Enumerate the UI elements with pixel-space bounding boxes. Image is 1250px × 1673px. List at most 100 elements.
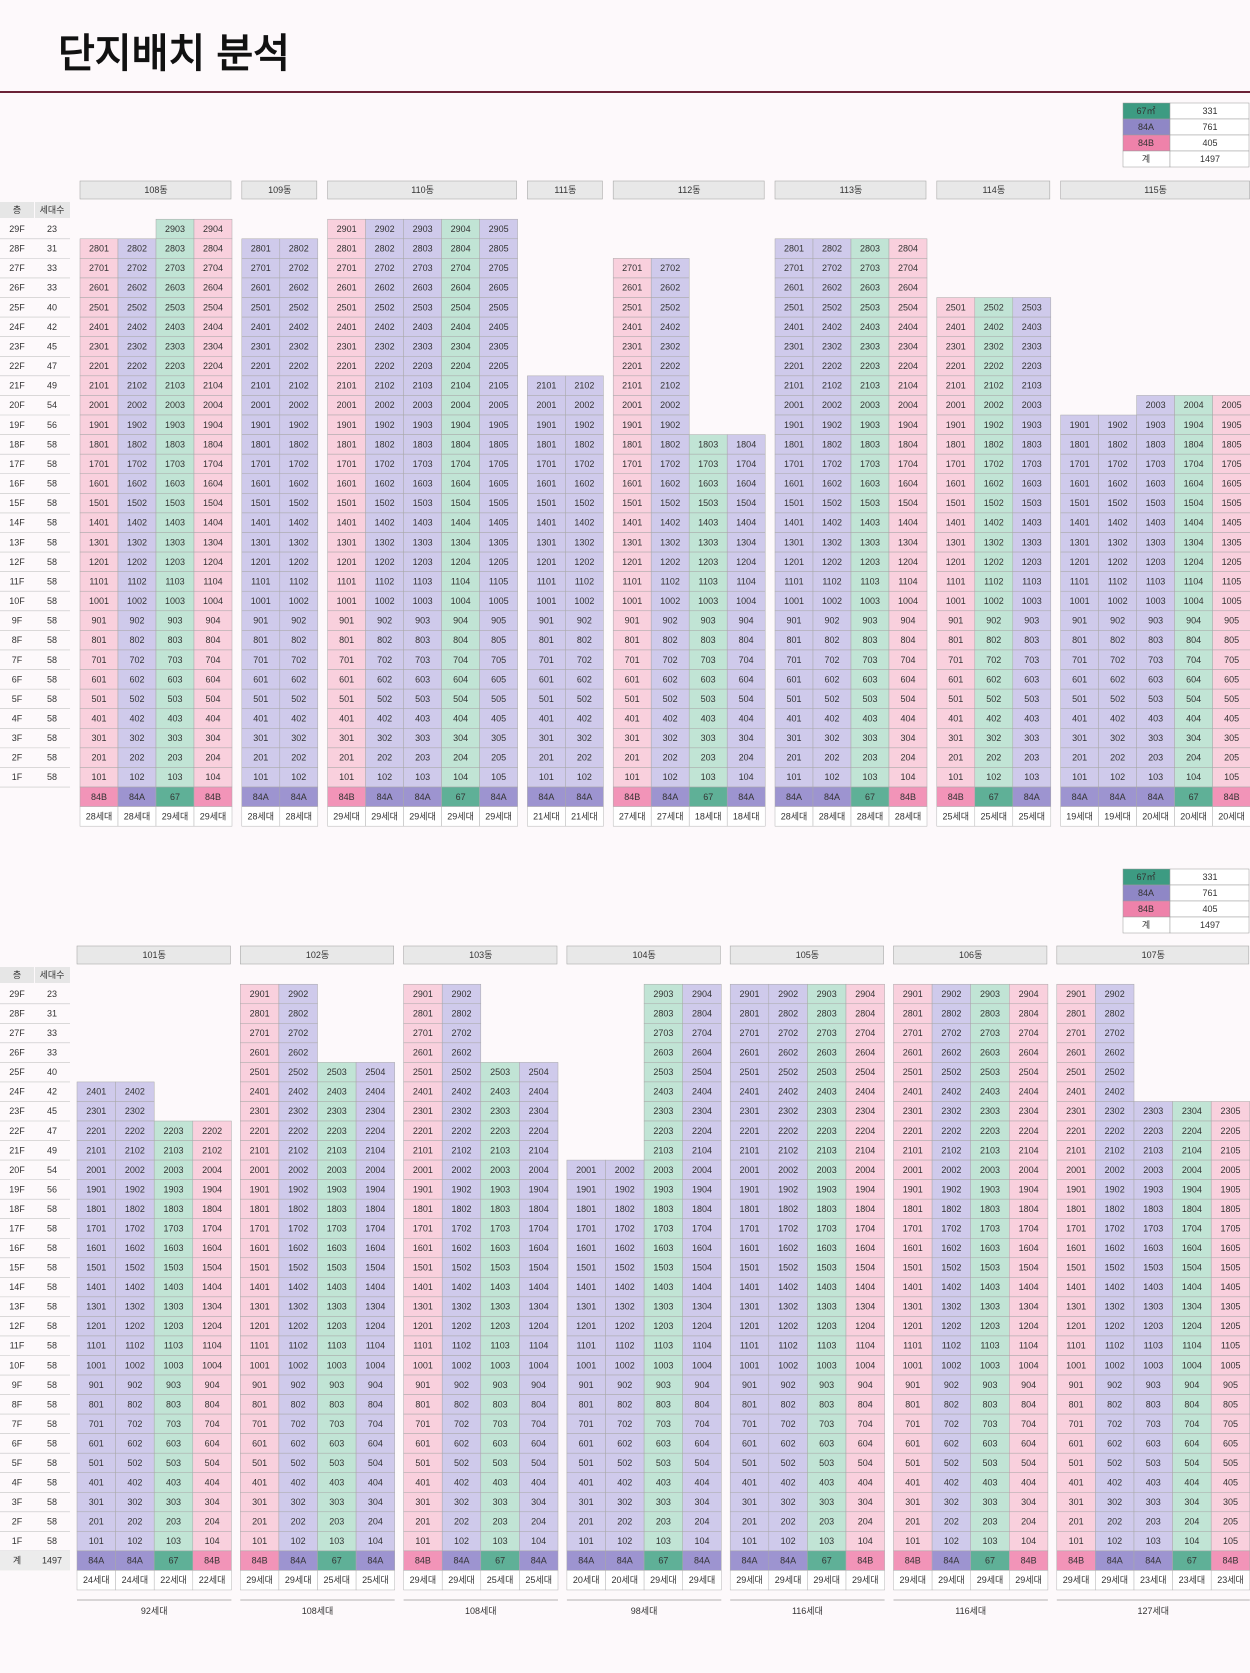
unit-number: 2102 [202, 1145, 222, 1155]
unit-number: 1901 [784, 420, 804, 430]
unit-number: 703 [656, 1419, 671, 1429]
unit-number: 1401 [250, 1282, 270, 1292]
unit-number: 301 [579, 1497, 594, 1507]
unit-type: 84A [377, 792, 393, 802]
unit-number: 1902 [984, 420, 1004, 430]
unit-number: 2202 [288, 1126, 308, 1136]
unit-number: 2703 [860, 263, 880, 273]
unit-number: 101 [539, 772, 554, 782]
unit-number: 202 [617, 1517, 632, 1527]
building-name: 105동 [796, 950, 819, 960]
unit-number: 1802 [1108, 439, 1128, 449]
unit-number: 1705 [489, 459, 509, 469]
unit-number: 1401 [337, 518, 357, 528]
unit-number: 503 [166, 1458, 181, 1468]
unit-number: 2202 [127, 361, 147, 371]
unit-number: 1403 [165, 518, 185, 528]
unit-number: 402 [291, 1478, 306, 1488]
column-count: 29세대 [650, 1575, 677, 1585]
unit-number: 805 [491, 635, 506, 645]
unit-number: 1304 [1184, 537, 1204, 547]
unit-number: 2204 [1019, 1126, 1039, 1136]
unit-number: 2802 [127, 244, 147, 254]
unit-number: 2301 [86, 1106, 106, 1116]
unit-number: 1901 [576, 1184, 596, 1194]
unit-number: 2903 [817, 989, 837, 999]
unit-number: 904 [900, 616, 915, 626]
unit-type: 84A [367, 1556, 383, 1566]
unit-number: 204 [694, 1517, 709, 1527]
floor-label: 4F [12, 714, 23, 724]
floor-count: 31 [47, 244, 57, 254]
unit-number: 1004 [855, 1360, 875, 1370]
unit-number: 402 [663, 714, 678, 724]
building-name: 111동 [554, 185, 576, 195]
unit-number: 2001 [536, 400, 556, 410]
unit-number: 1805 [1220, 1204, 1240, 1214]
building-name: 107동 [1142, 950, 1165, 960]
unit-number: 2702 [941, 1028, 961, 1038]
column-count: 28세대 [781, 811, 808, 821]
unit-number: 1501 [739, 1263, 759, 1273]
unit-number: 1702 [451, 1223, 471, 1233]
unit-number: 703 [1146, 1419, 1161, 1429]
unit-number: 102 [291, 772, 306, 782]
unit-number: 101 [89, 1536, 104, 1546]
unit-number: 2301 [250, 1106, 270, 1116]
unit-number: 2204 [365, 1126, 385, 1136]
unit-type: 84A [253, 792, 269, 802]
unit-number: 2704 [203, 263, 223, 273]
unit-number: 2403 [1022, 322, 1042, 332]
unit-number: 2701 [337, 263, 357, 273]
unit-number: 2801 [337, 244, 357, 254]
unit-number: 803 [493, 1399, 508, 1409]
column-count: 19세대 [1104, 811, 1131, 821]
unit-number: 2203 [653, 1126, 673, 1136]
unit-number: 904 [1186, 616, 1201, 626]
unit-number: 502 [291, 694, 306, 704]
unit-number: 904 [205, 1380, 220, 1390]
unit-number: 1202 [822, 557, 842, 567]
unit-number: 2205 [489, 361, 509, 371]
unit-number: 102 [1107, 1536, 1122, 1546]
column-count: 29세대 [1015, 1575, 1042, 1585]
unit-number: 1101 [250, 1341, 269, 1351]
unit-number: 1203 [980, 1321, 1000, 1331]
unit-number: 2203 [980, 1126, 1000, 1136]
unit-number: 1703 [1143, 1223, 1163, 1233]
unit-number: 2301 [251, 341, 271, 351]
unit-number: 1202 [984, 557, 1004, 567]
unit-number: 402 [454, 1478, 469, 1488]
unit-number: 1104 [737, 576, 756, 586]
unit-number: 1402 [778, 1282, 798, 1292]
column-count: 25세대 [487, 1575, 514, 1585]
unit-number: 502 [617, 1458, 632, 1468]
unit-number: 1103 [327, 1341, 346, 1351]
unit-number: 904 [368, 1380, 383, 1390]
unit-number: 2004 [1019, 1165, 1039, 1175]
unit-number: 1803 [165, 439, 185, 449]
unit-number: 1401 [536, 518, 556, 528]
unit-number: 802 [377, 635, 392, 645]
unit-number: 901 [1072, 616, 1087, 626]
unit-number: 2502 [127, 302, 147, 312]
unit-number: 503 [493, 1458, 508, 1468]
unit-number: 702 [291, 655, 306, 665]
unit-number: 403 [415, 714, 430, 724]
unit-number: 1902 [1108, 420, 1128, 430]
unit-type: 84B [900, 792, 916, 802]
unit-number: 2505 [489, 302, 509, 312]
unit-number: 1702 [574, 459, 594, 469]
unit-number: 2401 [784, 322, 804, 332]
unit-number: 2603 [413, 283, 433, 293]
unit-number: 1502 [127, 498, 147, 508]
unit-number: 1103 [164, 1341, 183, 1351]
unit-number: 1701 [784, 459, 804, 469]
unit-number: 1803 [860, 439, 880, 449]
floor-count: 58 [47, 479, 57, 489]
unit-number: 901 [1069, 1380, 1084, 1390]
floor-label: 8F [12, 1399, 23, 1409]
building-name: 113동 [840, 185, 863, 195]
floor-count: 58 [47, 1497, 57, 1507]
unit-number: 1001 [536, 596, 556, 606]
